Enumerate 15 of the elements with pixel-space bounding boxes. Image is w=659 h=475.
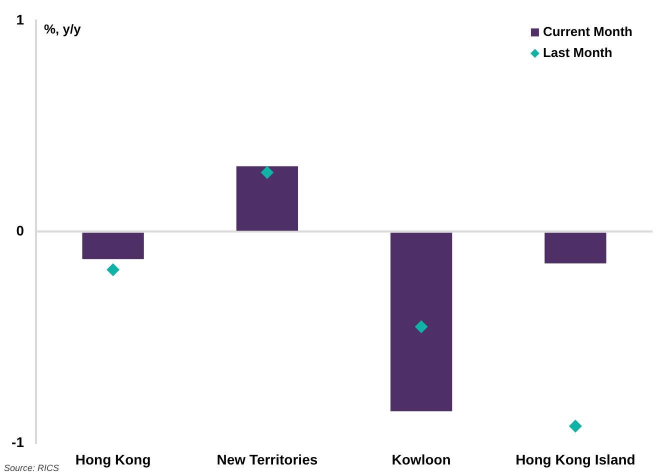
point xyxy=(414,320,428,334)
x-tick-label: Hong Kong Island xyxy=(516,451,636,468)
y-tick-label: 0 xyxy=(16,222,24,239)
point xyxy=(106,263,120,276)
x-tick-label: Kowloon xyxy=(392,451,451,468)
legend-label: Last Month xyxy=(542,44,612,60)
point xyxy=(260,166,274,180)
x-tick-label: Hong Kong xyxy=(75,451,151,468)
y-tick-label: -1 xyxy=(12,434,24,450)
y-tick-label: 1 xyxy=(16,11,24,28)
y-axis-title: %, y/y xyxy=(44,21,82,36)
x-tick-label: New Territories xyxy=(216,451,318,468)
legend-label: Current Month xyxy=(542,24,633,39)
point xyxy=(568,420,582,433)
source-note: Source: RICS xyxy=(4,463,60,473)
